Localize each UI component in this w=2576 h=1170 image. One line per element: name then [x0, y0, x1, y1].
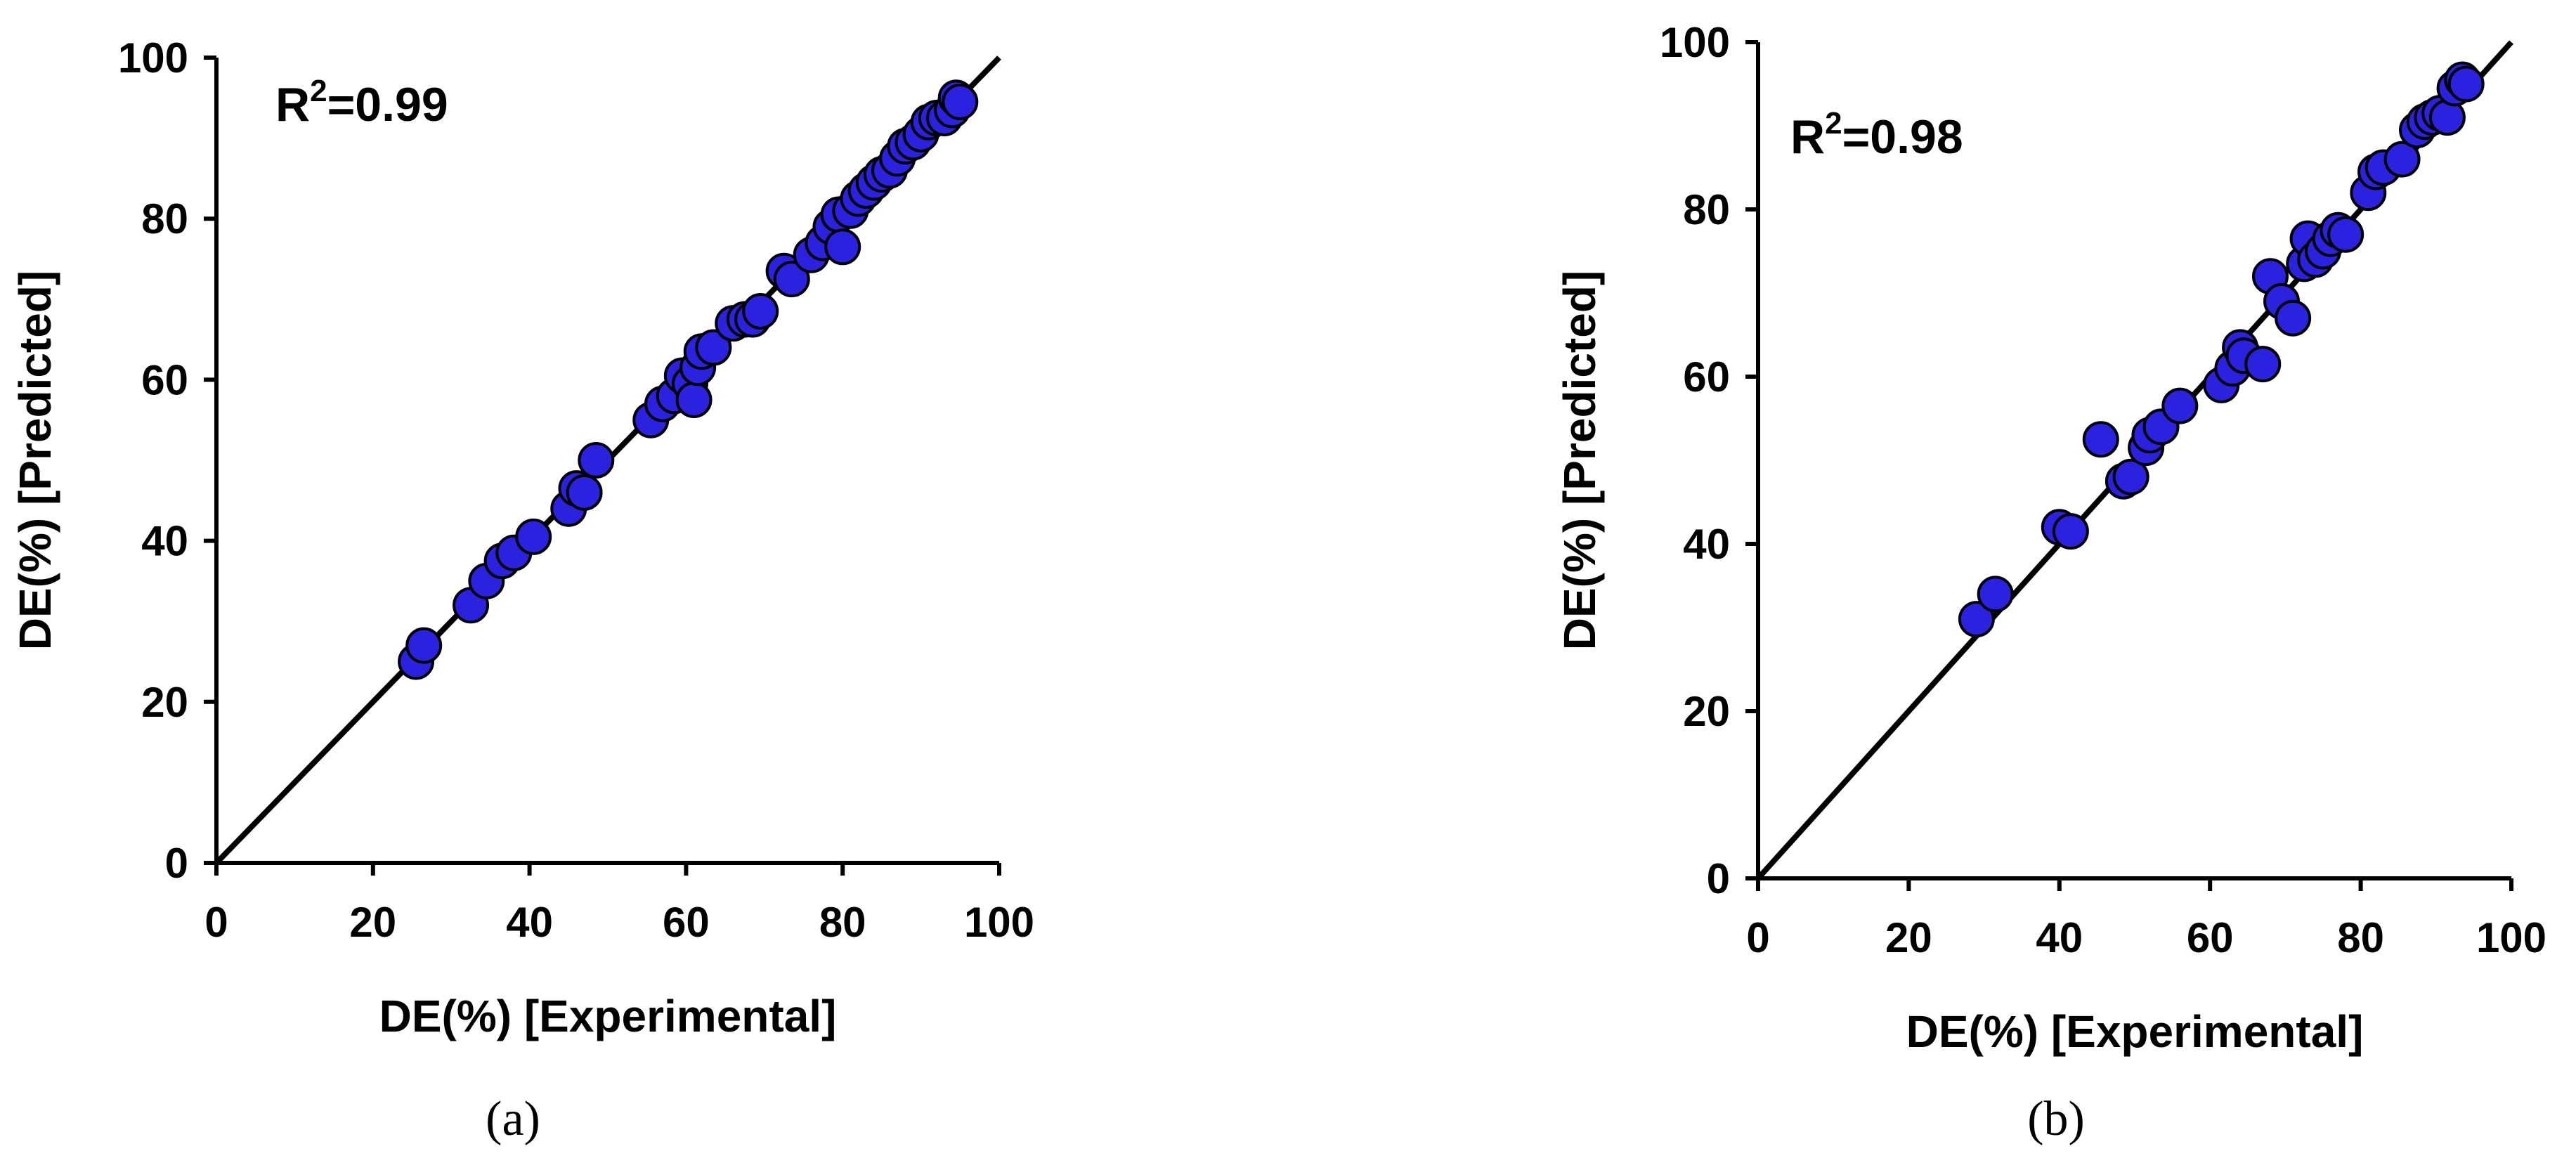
data-point — [2275, 299, 2312, 337]
data-point — [578, 442, 615, 479]
x-tick-label: 0 — [204, 899, 228, 946]
y-tick-label: 60 — [1683, 353, 1730, 401]
data-point — [2052, 513, 2089, 550]
r-squared-annotation: R2=0.99 — [275, 74, 448, 131]
r-squared-annotation: R2=0.98 — [1790, 106, 1963, 164]
x-axis-title: DE(%) [Experimental] — [379, 991, 837, 1041]
chart-panel-b: 0 20 40 60 80 100 0 20 40 60 80 100 R2=0.98 DE(%) [Ex… — [1554, 19, 2546, 1146]
y-tick-label: 80 — [1683, 186, 1730, 233]
data-point — [2244, 346, 2282, 383]
panel-label: (a) — [486, 1092, 540, 1146]
x-tick-label: 20 — [1885, 914, 1932, 961]
x-tick-label: 80 — [2337, 914, 2384, 961]
data-point — [405, 627, 443, 664]
x-tick-label: 40 — [2036, 914, 2083, 961]
y-tick-label: 80 — [141, 195, 188, 242]
data-point — [566, 474, 603, 511]
x-tick-label: 60 — [2187, 914, 2234, 961]
x-tick-label: 100 — [964, 899, 1034, 946]
y-tick-label: 0 — [1707, 855, 1730, 902]
y-tick-label: 20 — [1683, 688, 1730, 735]
data-point — [515, 518, 552, 555]
y-axis-title: DE(%) [Predicted] — [10, 271, 60, 651]
data-point — [1977, 576, 2014, 613]
y-tick-label: 40 — [141, 518, 188, 565]
data-point — [2112, 458, 2149, 495]
y-tick-label: 60 — [141, 356, 188, 403]
x-tick-label: 60 — [663, 899, 710, 946]
data-point — [2447, 65, 2485, 103]
data-point — [942, 84, 979, 121]
data-point — [2161, 387, 2199, 424]
data-point — [695, 329, 732, 366]
y-tick-label: 20 — [141, 679, 188, 726]
data-point — [675, 382, 713, 419]
data-point — [2383, 141, 2421, 178]
x-tick-label: 40 — [506, 899, 553, 946]
x-axis-title: DE(%) [Experimental] — [1906, 1006, 2364, 1057]
y-tick-label: 40 — [1683, 521, 1730, 568]
x-tick-label: 100 — [2476, 914, 2546, 961]
data-point — [2082, 421, 2119, 458]
data-point — [773, 261, 810, 298]
data-point — [2327, 216, 2364, 253]
y-tick-label: 100 — [118, 34, 188, 82]
chart-panel-a: 0 20 40 60 80 100 0 20 40 60 80 100 R2=0.99 DE(%) [Ex… — [10, 34, 1034, 1146]
data-point — [824, 228, 861, 266]
y-tick-label: 100 — [1660, 19, 1730, 66]
y-axis-title: DE(%) [Predicted] — [1554, 271, 1605, 651]
data-point — [742, 292, 779, 330]
data-point — [1958, 601, 1995, 638]
panel-label: (b) — [2027, 1092, 2085, 1146]
x-tick-label: 20 — [349, 899, 396, 946]
y-tick-label: 0 — [165, 840, 188, 887]
x-tick-label: 80 — [819, 899, 866, 946]
x-tick-label: 0 — [1746, 914, 1769, 961]
